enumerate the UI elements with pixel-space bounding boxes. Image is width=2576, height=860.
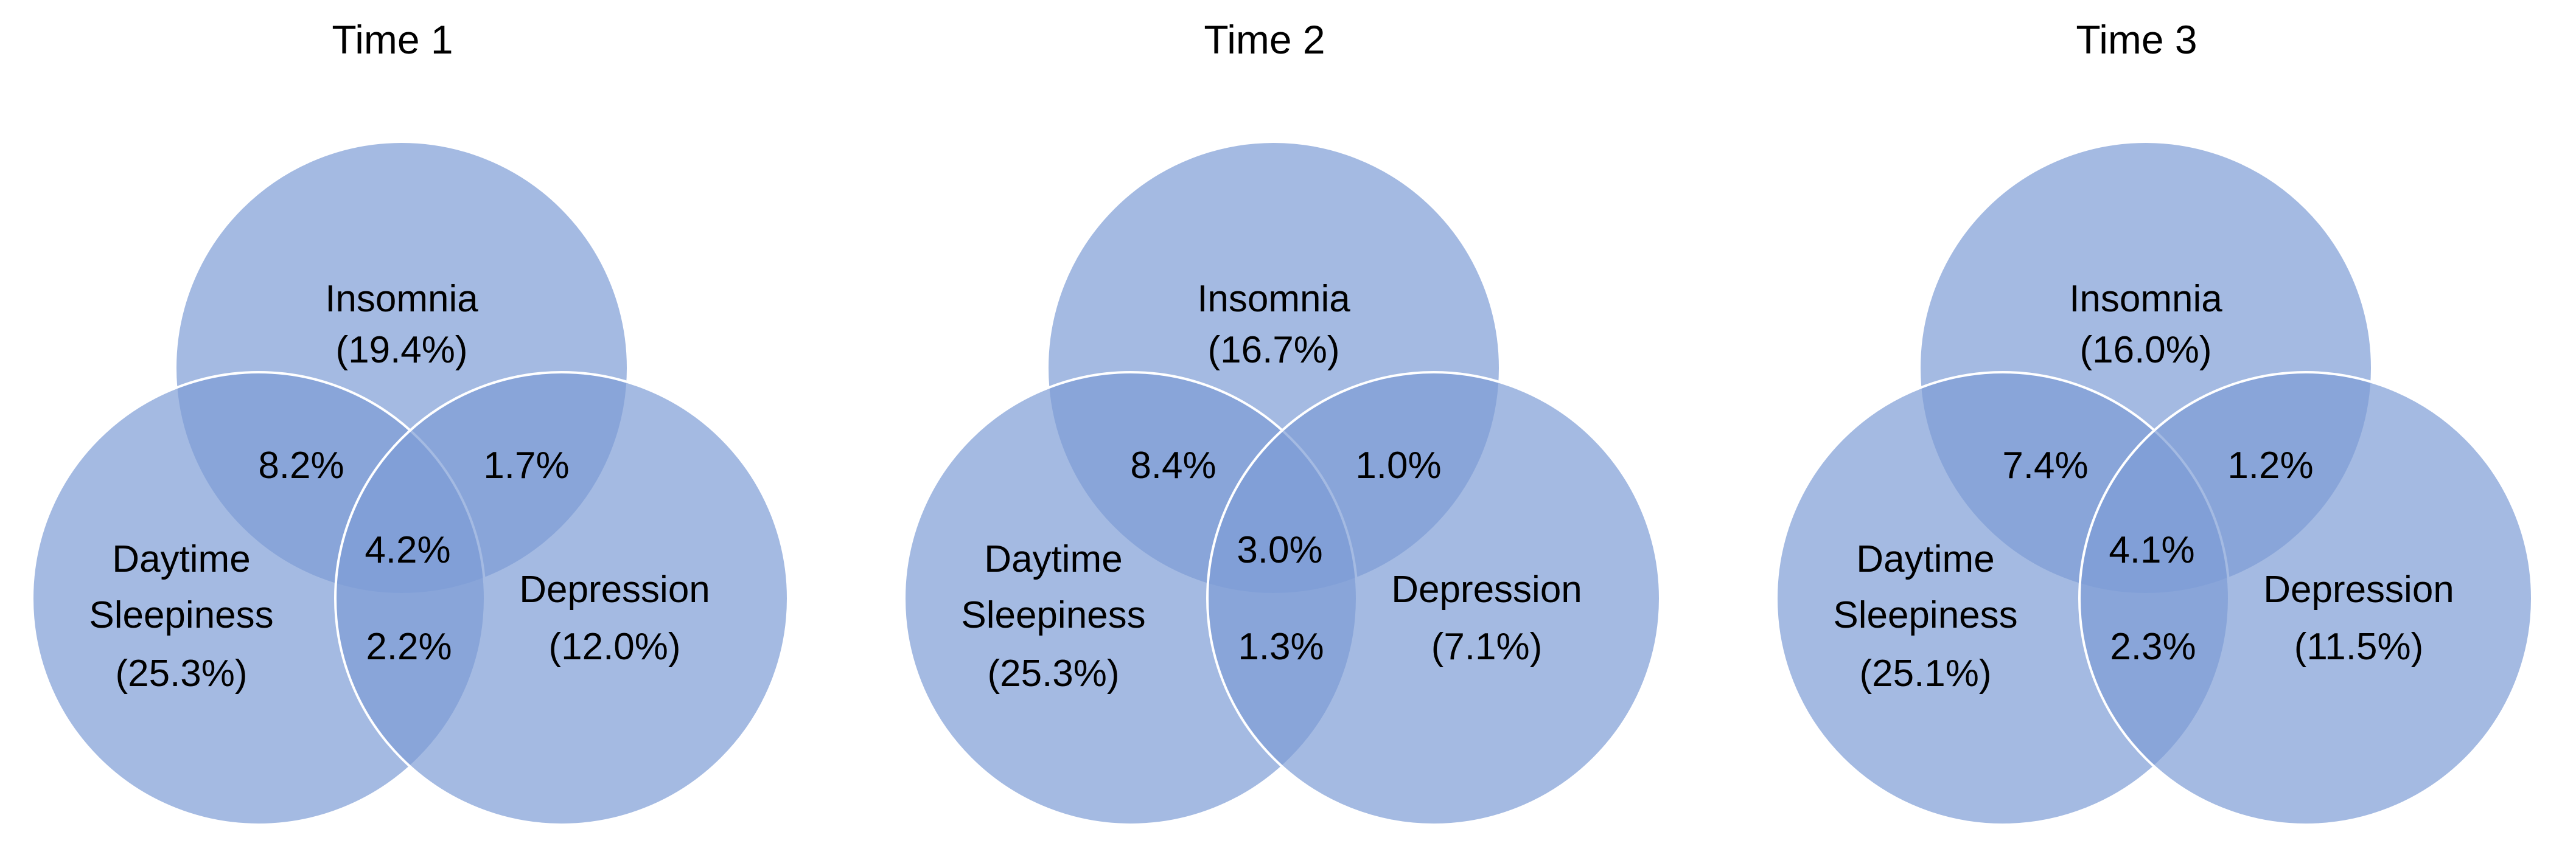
sleepiness-label-line1: Daytime <box>112 538 250 580</box>
panel-title: Time 3 <box>2076 17 2197 62</box>
overlap-insomnia-sleepiness: 8.2% <box>258 445 344 487</box>
overlap-insomnia-depression: 1.0% <box>1355 445 1441 487</box>
depression-label: Depression <box>519 569 710 611</box>
overlap-insomnia-depression: 1.2% <box>2227 445 2313 487</box>
sleepiness-label-line2: Sleepiness <box>961 594 1145 636</box>
panel-title: Time 1 <box>332 17 453 62</box>
overlap-all-three: 4.1% <box>2109 529 2194 571</box>
insomnia-percent: (16.0%) <box>2079 329 2211 371</box>
depression-circle <box>334 371 789 826</box>
depression-circle <box>2078 371 2533 826</box>
panel-title: Time 2 <box>1204 17 1325 62</box>
depression-circle <box>1206 371 1661 826</box>
insomnia-label: Insomnia <box>1197 278 1350 320</box>
overlap-insomnia-sleepiness: 8.4% <box>1130 445 1216 487</box>
overlap-sleepiness-depression: 2.2% <box>366 626 452 668</box>
sleepiness-label-line1: Daytime <box>984 538 1122 580</box>
depression-percent: (12.0%) <box>548 626 680 668</box>
insomnia-label: Insomnia <box>325 278 478 320</box>
insomnia-label: Insomnia <box>2069 278 2222 320</box>
overlap-insomnia-depression: 1.7% <box>483 445 569 487</box>
sleepiness-percent: (25.3%) <box>115 653 247 695</box>
depression-percent: (7.1%) <box>1431 626 1543 668</box>
sleepiness-label-line2: Sleepiness <box>89 594 273 636</box>
depression-label: Depression <box>1391 569 1582 611</box>
sleepiness-label-line1: Daytime <box>1856 538 1994 580</box>
overlap-sleepiness-depression: 2.3% <box>2110 626 2196 668</box>
overlap-all-three: 4.2% <box>365 529 450 571</box>
overlap-sleepiness-depression: 1.3% <box>1238 626 1324 668</box>
panel-time-1: Time 1 Insomnia (19.4%) 8.2% 1.7% 4.2% D… <box>31 17 789 826</box>
insomnia-percent: (16.7%) <box>1207 329 1339 371</box>
overlap-insomnia-sleepiness: 7.4% <box>2002 445 2088 487</box>
sleepiness-label-line2: Sleepiness <box>1833 594 2017 636</box>
depression-label: Depression <box>2263 569 2454 611</box>
sleepiness-percent: (25.3%) <box>987 653 1119 695</box>
sleepiness-percent: (25.1%) <box>1859 653 1991 695</box>
panel-time-2: Time 2 Insomnia (16.7%) 8.4% 1.0% 3.0% D… <box>903 17 1661 826</box>
depression-percent: (11.5%) <box>2294 626 2424 668</box>
overlap-all-three: 3.0% <box>1237 529 1322 571</box>
insomnia-percent: (19.4%) <box>335 329 467 371</box>
panel-time-3: Time 3 Insomnia (16.0%) 7.4% 1.2% 4.1% D… <box>1775 17 2533 826</box>
